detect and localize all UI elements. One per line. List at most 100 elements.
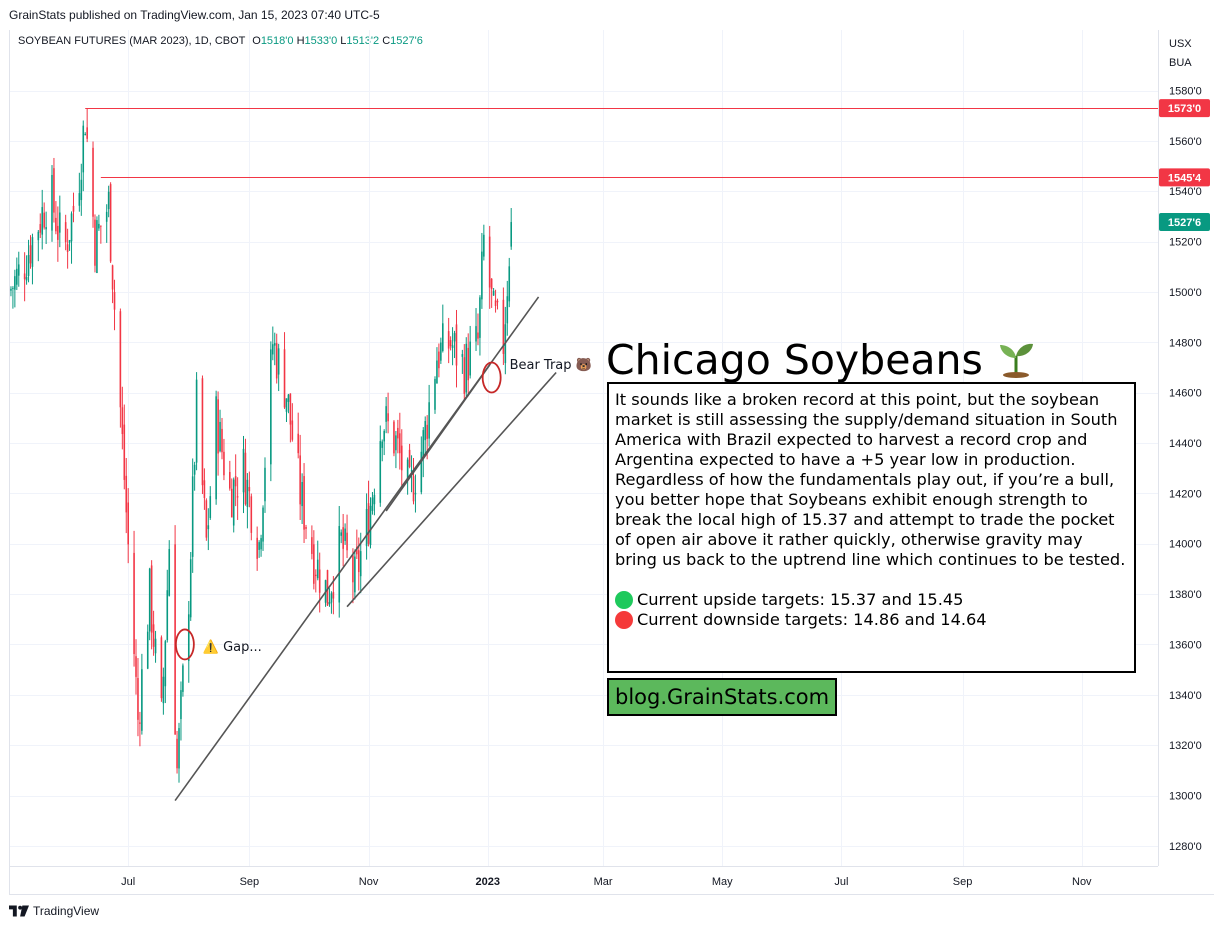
candle-body [234, 476, 237, 487]
candle-body [92, 147, 94, 217]
candle-body [133, 552, 135, 655]
candle-body [14, 276, 16, 290]
candle-body [187, 614, 190, 661]
candle-body [344, 528, 346, 541]
candle-body [148, 568, 151, 632]
candle-body [330, 593, 333, 603]
y-tick-label: 1500'0 [1169, 287, 1202, 299]
candle-body [84, 134, 87, 136]
candle-body [191, 476, 194, 557]
candle-body [314, 574, 317, 577]
close-label: C [382, 35, 391, 47]
open-label: O [252, 35, 261, 47]
candle-body [420, 451, 423, 493]
y-tick-label: 1440'0 [1169, 438, 1202, 450]
candle-body [508, 266, 511, 302]
candle-body [502, 299, 505, 354]
candle-body [166, 590, 169, 641]
tradingview-footer[interactable]: TradingView [9, 904, 99, 918]
y-tick-label: 1520'0 [1169, 237, 1202, 249]
red-circle-icon [615, 611, 633, 629]
candle-body [232, 479, 235, 526]
candle-body [379, 441, 382, 503]
uptrend-line [346, 371, 557, 608]
candle-body [203, 480, 206, 498]
symbol-legend: SOYBEAN FUTURES (MAR 2023), 1D, CBOT O 15… [18, 35, 423, 47]
candle-body [80, 179, 83, 201]
candle-body [125, 475, 128, 513]
candle-body [70, 213, 73, 242]
candle-body [479, 297, 481, 338]
price-axis[interactable]: 1580'0 1560'0 1540'0 1520'0 1500'0 1480'0 1460… [1169, 86, 1202, 853]
candle-body [242, 448, 245, 493]
price-label-text: 1573'0 [1168, 103, 1201, 115]
x-tick-label: Sep [953, 876, 973, 888]
price-label-text: 1527'6 [1168, 217, 1201, 229]
candle-body [387, 413, 389, 422]
candle-body [346, 532, 348, 551]
blog-link[interactable]: blog.GrainStats.com [607, 678, 838, 716]
candle-body [367, 503, 370, 544]
candle-body [359, 551, 362, 577]
candle-body [162, 676, 165, 704]
candle-body [373, 494, 376, 505]
candle-body [442, 323, 444, 351]
candle-body [496, 300, 499, 303]
y-tick-label: 1560'0 [1169, 136, 1202, 148]
resistance-lines [85, 108, 1158, 178]
candle-body [176, 738, 178, 769]
currency-unit[interactable]: USX BUA [1169, 35, 1192, 73]
time-axis[interactable]: Jul Sep Nov 2023 Mar May Jul Sep Nov [121, 876, 1092, 888]
y-tick-label: 1540'0 [1169, 186, 1202, 198]
candle-body [453, 333, 456, 342]
candle-body [260, 538, 262, 550]
candle-body [483, 234, 485, 257]
candle-body [98, 223, 100, 229]
candle-body [440, 342, 442, 361]
y-tick-label: 1280'0 [1169, 841, 1202, 853]
candle-body [354, 556, 356, 593]
candle-body [236, 496, 239, 498]
candle-body [475, 326, 477, 342]
candle-body [182, 665, 184, 692]
candles [10, 108, 512, 783]
price-label-tag [1159, 213, 1210, 232]
candle-body [481, 251, 483, 300]
candle-body [406, 459, 409, 481]
candle-body [283, 349, 286, 408]
symbol-name[interactable]: SOYBEAN FUTURES (MAR 2023), 1D, CBOT [18, 35, 246, 47]
candle-body [352, 555, 354, 583]
candle-body [461, 354, 464, 357]
highlight-circle [481, 361, 502, 394]
highlight-circles [174, 361, 502, 661]
low-label: L [340, 35, 347, 47]
candle-body [135, 656, 137, 677]
candle-body [287, 394, 290, 402]
candle-body [168, 548, 171, 596]
candle-body [64, 222, 67, 243]
candle-body [492, 290, 495, 296]
candle-body [137, 678, 139, 720]
candle-body [17, 264, 20, 276]
x-tick-label: May [712, 876, 733, 888]
green-circle-icon [615, 591, 633, 609]
y-tick-label: 1360'0 [1169, 639, 1202, 651]
low-value: 1513'2 [346, 35, 380, 47]
candle-body [356, 546, 358, 555]
candle-body [230, 488, 233, 518]
x-tick-label: Jul [121, 876, 135, 888]
candle-body [94, 219, 96, 266]
candle-body [510, 222, 512, 247]
candle-body [494, 300, 497, 306]
currency-label: USX [1169, 38, 1192, 50]
candle-body [207, 525, 210, 530]
candle-body [146, 631, 149, 669]
y-tick-label: 1480'0 [1169, 337, 1202, 349]
candle-body [55, 217, 57, 232]
candle-body [189, 559, 192, 618]
candle-body [205, 500, 208, 538]
candle-body [438, 351, 440, 369]
x-tick-label: Jul [834, 876, 848, 888]
candle-body [285, 398, 288, 412]
trendlines[interactable] [174, 296, 557, 802]
